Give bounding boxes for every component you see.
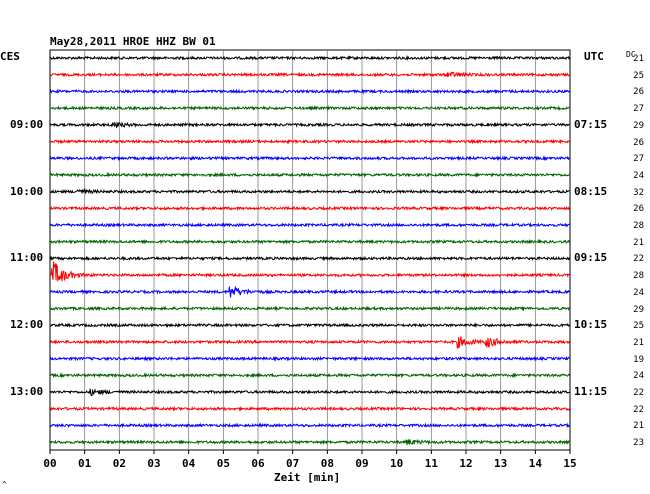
seismic-trace-14 [49,261,570,283]
right-time-label: 11:15 [574,385,608,398]
x-tick-label: 09 [355,457,369,470]
x-tick-label: 08 [320,457,334,470]
dc-value: 28 [633,271,644,282]
seismic-trace-15 [49,285,570,298]
x-tick-label: 05 [216,457,230,470]
dc-header-label: DC [626,50,636,59]
seismic-trace-3 [49,88,570,95]
dc-value: 25 [633,321,644,332]
left-time-label: 10:00 [10,184,44,198]
x-tick-label: 07 [286,457,300,470]
x-axis-label: Zeit [min] [274,471,341,484]
seismic-trace-12 [49,238,571,245]
x-tick-label: 01 [78,457,92,470]
left-time-label: 12:00 [10,318,44,332]
grid [49,49,571,454]
seismic-trace-11 [49,221,570,228]
seismic-trace-1 [49,54,571,61]
right-time-label: 10:15 [574,318,608,332]
plot-title: May28,2011 HROE HHZ BW 01 [50,35,216,48]
dc-value: 21 [633,237,644,248]
seismic-trace-17 [49,322,570,329]
x-tick-label: 03 [147,457,161,470]
seismic-trace-2 [49,71,570,78]
seismic-trace-23 [49,422,570,429]
x-tick-label: 14 [528,457,542,470]
right-time-label: 09:15 [574,251,608,265]
left-timezone-label: CES [0,50,20,63]
plot-frame [49,49,571,451]
x-tick-label: 04 [182,457,196,470]
seismic-trace-24 [49,438,570,446]
seismic-trace-22 [49,405,571,412]
seismic-trace-7 [49,155,570,162]
dc-value: 24 [633,170,644,181]
right-timezone-label: UTC [584,50,604,63]
x-tick-label: 10 [390,457,404,470]
seismic-trace-13 [49,255,571,262]
seismic-trace-20 [49,372,571,379]
dc-value: 21 [633,337,644,348]
seismic-trace-10 [49,205,571,212]
seismic-trace-18 [49,336,571,349]
seismic-trace-8 [49,171,571,178]
dc-value: 25 [633,70,644,81]
seismic-trace-19 [49,355,570,362]
x-tick-label: 15 [563,457,577,470]
x-tick-label: 13 [494,457,508,470]
dc-value: 27 [633,154,644,165]
corner-mark: ^ [2,480,7,489]
right-time-label: 07:15 [574,117,608,131]
seismic-trace-9 [49,188,570,195]
left-time-label: 09:00 [10,117,44,131]
dc-value: 23 [633,438,644,449]
dc-value: 19 [633,354,644,365]
right-time-label: 08:15 [574,184,608,198]
x-tick-label: 11 [424,457,438,470]
dc-value: 26 [633,204,644,215]
dc-value: 22 [633,388,644,398]
seismic-trace-4 [49,105,570,112]
seismic-trace-6 [49,138,570,145]
dc-value: 27 [633,104,644,115]
dc-value: 32 [633,187,644,198]
x-tick-label: 12 [459,457,473,470]
dc-value: 22 [633,254,644,265]
left-time-label: 13:00 [10,385,44,398]
seismic-trace-5 [49,121,570,129]
left-time-label: 11:00 [10,251,44,265]
trace-group [49,54,571,446]
x-tick-label: 02 [112,457,126,470]
dc-value: 21 [633,54,644,64]
dc-value: 24 [633,371,644,382]
dc-value: 29 [633,120,644,131]
seismic-trace-21 [49,388,570,397]
x-tick-label: 06 [251,457,265,470]
dc-value: 24 [633,287,644,298]
dc-value: 29 [633,304,644,315]
dc-value: 28 [633,221,644,231]
x-tick-label: 00 [43,457,57,470]
dc-value: 22 [633,404,644,415]
dc-value: 26 [633,137,644,148]
seismic-trace-16 [49,305,570,312]
dc-value: 26 [633,87,644,98]
dc-value: 21 [633,421,644,432]
